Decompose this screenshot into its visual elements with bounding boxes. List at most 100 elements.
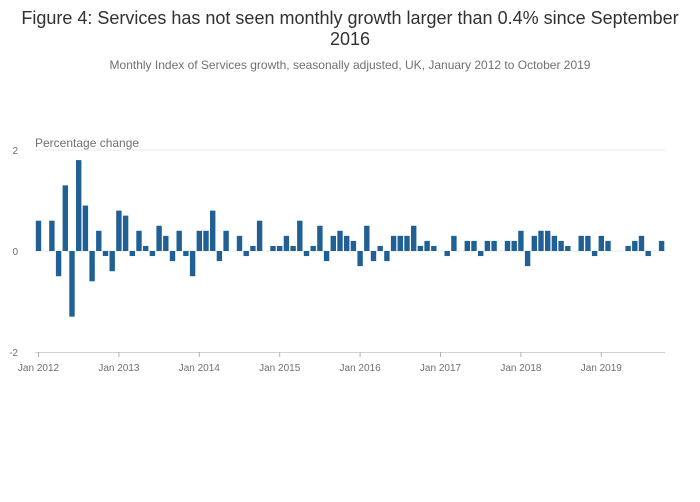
bar bbox=[163, 235, 169, 251]
bar bbox=[116, 210, 122, 251]
bar bbox=[632, 240, 638, 251]
y-axis-label: Percentage change bbox=[35, 136, 139, 150]
bar bbox=[350, 240, 357, 251]
bar bbox=[243, 251, 249, 257]
bar bbox=[169, 251, 176, 262]
x-tick-label: Jan 2013 bbox=[98, 363, 140, 374]
bar bbox=[417, 245, 424, 251]
bar bbox=[484, 240, 491, 251]
bar bbox=[102, 251, 109, 257]
bar bbox=[303, 251, 310, 257]
chart-title: Figure 4: Services has not seen monthly … bbox=[21, 8, 679, 49]
bar bbox=[129, 251, 135, 257]
x-tick-label: Jan 2017 bbox=[420, 363, 462, 374]
bar bbox=[357, 251, 363, 267]
bar bbox=[216, 251, 223, 262]
bar bbox=[277, 245, 283, 251]
bar bbox=[203, 230, 209, 251]
bar bbox=[337, 230, 343, 251]
bar bbox=[283, 235, 290, 251]
bar bbox=[397, 235, 403, 251]
x-tick-label: Jan 2016 bbox=[340, 363, 382, 374]
bar bbox=[290, 245, 296, 251]
bar bbox=[256, 220, 263, 251]
bar bbox=[196, 230, 202, 251]
bar bbox=[591, 251, 598, 257]
chart-subtitle: Monthly Index of Services growth, season… bbox=[109, 58, 591, 72]
bar bbox=[183, 251, 189, 257]
bar bbox=[605, 240, 611, 251]
bar bbox=[189, 251, 196, 277]
bar bbox=[223, 230, 229, 251]
bar bbox=[625, 245, 631, 251]
bar bbox=[364, 225, 370, 251]
bar bbox=[478, 251, 484, 257]
bar bbox=[411, 225, 417, 251]
x-tick-label: Jan 2014 bbox=[179, 363, 221, 374]
bar bbox=[317, 225, 323, 251]
bar bbox=[136, 230, 142, 251]
bar bbox=[585, 235, 591, 251]
bar bbox=[390, 235, 397, 251]
x-tick-label: Jan 2012 bbox=[18, 363, 60, 374]
gridlines bbox=[35, 149, 665, 252]
bar bbox=[658, 240, 665, 251]
bar bbox=[250, 245, 256, 251]
bar bbox=[370, 251, 377, 262]
bar bbox=[76, 160, 82, 251]
bar bbox=[236, 235, 243, 251]
bar bbox=[62, 185, 68, 251]
bar bbox=[82, 205, 89, 251]
bar bbox=[122, 215, 129, 251]
bar bbox=[297, 220, 303, 251]
bar bbox=[377, 245, 383, 251]
bar bbox=[310, 245, 316, 251]
bar bbox=[176, 230, 182, 251]
bar bbox=[578, 235, 584, 251]
bar bbox=[89, 251, 95, 282]
bar bbox=[149, 251, 156, 257]
bar bbox=[638, 235, 645, 251]
bar bbox=[35, 220, 42, 251]
bar bbox=[404, 235, 410, 251]
bar bbox=[143, 245, 149, 251]
bar bbox=[645, 251, 651, 257]
y-tick-label: 2 bbox=[12, 146, 18, 157]
bar bbox=[504, 240, 511, 251]
bar bbox=[538, 230, 544, 251]
bar bbox=[545, 230, 551, 251]
bar bbox=[565, 245, 571, 251]
bar bbox=[344, 235, 350, 251]
bar-series bbox=[35, 160, 665, 317]
bar bbox=[491, 240, 497, 251]
bar bbox=[558, 240, 564, 251]
bar bbox=[69, 251, 75, 317]
bar bbox=[471, 240, 477, 251]
bar bbox=[49, 220, 55, 251]
bar bbox=[330, 235, 336, 251]
bar bbox=[524, 251, 531, 267]
bar bbox=[55, 251, 62, 277]
x-tick-label: Jan 2019 bbox=[581, 363, 623, 374]
y-tick-label: -2 bbox=[9, 348, 18, 359]
bar bbox=[518, 230, 524, 251]
x-tick-label: Jan 2015 bbox=[259, 363, 301, 374]
bar bbox=[531, 235, 537, 251]
bar bbox=[511, 240, 517, 251]
bar bbox=[598, 235, 604, 251]
bar bbox=[464, 240, 470, 251]
bar bbox=[323, 251, 330, 262]
bar bbox=[96, 230, 102, 251]
bar bbox=[109, 251, 115, 272]
bar bbox=[444, 251, 450, 257]
bar bbox=[424, 240, 430, 251]
bar bbox=[451, 235, 457, 251]
bar bbox=[210, 210, 216, 251]
y-tick-label: 0 bbox=[12, 247, 18, 258]
bar bbox=[156, 225, 162, 251]
bar bbox=[270, 245, 276, 251]
bar bbox=[551, 235, 558, 251]
bar bbox=[384, 251, 390, 262]
